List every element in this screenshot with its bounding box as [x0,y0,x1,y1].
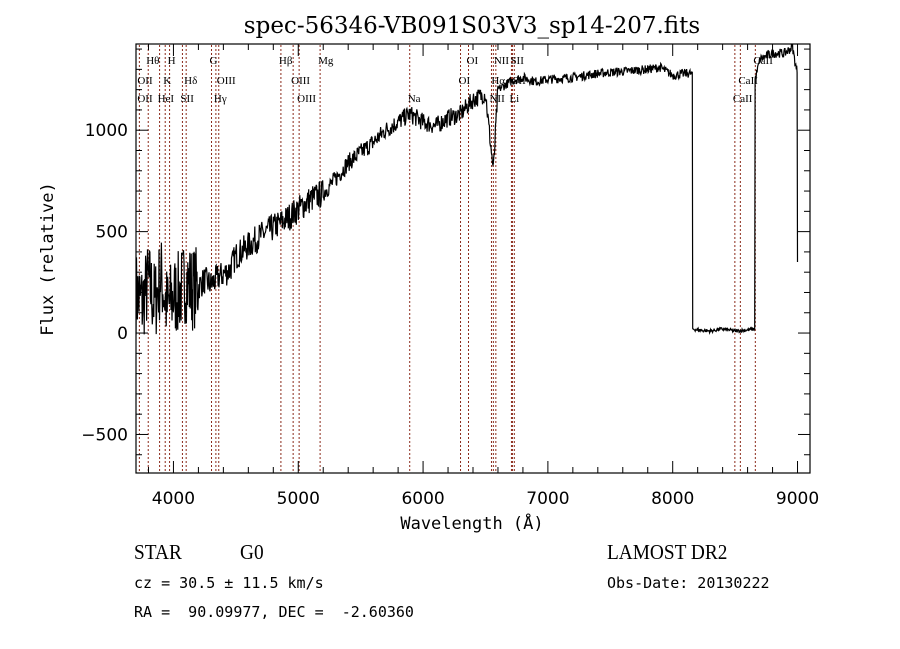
marker-label: NII [494,55,510,67]
x-tick-label: 6000 [401,489,444,509]
marker-label: Hα [491,75,505,87]
line-marker-labels: Hθ H G Hβ Mg OII K Hδ OIII OIII OII HeI SII Hγ OIII Na O… [137,55,773,105]
marker-label: OI [467,55,479,67]
x-axis-label: Wavelength (Å) [400,512,543,534]
marker-label: Hθ [146,55,159,67]
subclass-label: G0 [240,540,264,564]
marker-label: Na [408,93,421,105]
marker-label: Hγ [214,93,227,105]
chart-title: spec-56346-VB091S03V3_sp14-207.fits [244,13,700,39]
marker-label: H [168,55,176,67]
marker-label: G [210,55,218,67]
y-tick-label: 0 [117,324,128,344]
x-tick-label: 5000 [277,489,320,509]
y-axis: −500 0 500 1000 [81,48,810,456]
marker-label: OIII [217,75,236,87]
y-tick-label: −500 [81,425,128,445]
marker-label: HeI [158,93,175,105]
survey-label: LAMOST DR2 [607,540,728,564]
x-tick-label: 4000 [152,489,195,509]
obs-date-info: Obs-Date: 20130222 [607,574,770,592]
marker-label: CaII [738,75,758,87]
class-label: STAR [134,540,182,564]
redshift-info: cz = 30.5 ± 11.5 km/s [134,574,324,592]
x-tick-label: 8000 [651,489,694,509]
marker-label: OIII [291,75,310,87]
marker-label: Li [509,93,519,105]
marker-label: OII [137,75,153,87]
x-tick-label: 7000 [526,489,569,509]
marker-label: OIII [297,93,316,105]
y-tick-label: 500 [96,223,128,243]
marker-label: OI [459,75,471,87]
marker-label: SII [510,55,524,67]
marker-label: K [163,75,171,87]
x-tick-label: 9000 [776,489,819,509]
marker-label: Hβ [279,55,293,67]
coordinates-info: RA = 90.09977, DEC = -2.60360 [134,603,414,621]
spectrum-series [136,44,799,336]
y-axis-label: Flux (relative) [38,182,58,336]
marker-label: Hδ [184,75,197,87]
spectrum-line [136,44,799,336]
marker-label: Mg [318,55,334,67]
y-tick-label: 1000 [85,121,128,141]
marker-label: CaII [733,93,753,105]
x-axis: 4000 5000 6000 7000 8000 9000 [147,44,819,509]
marker-label: SII [180,93,194,105]
marker-label: OII [137,93,153,105]
